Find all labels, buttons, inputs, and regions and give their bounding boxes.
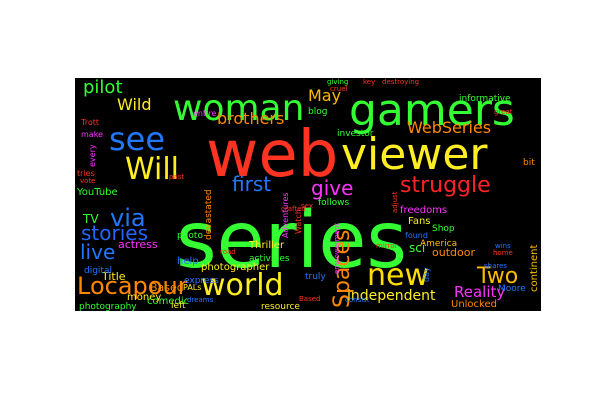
word-adjust: adjust xyxy=(391,191,399,213)
word-two: Two xyxy=(476,264,518,289)
word-make: make xyxy=(81,130,103,139)
word-express: express xyxy=(184,276,219,286)
word-cloud: series web gamers viewer woman see Will … xyxy=(75,78,541,311)
word-photographer: photographer xyxy=(201,262,270,273)
word-photography: photography xyxy=(79,302,137,311)
word-truly: truly xyxy=(305,272,326,282)
word-entire: entire xyxy=(193,109,216,118)
word-giving: giving xyxy=(327,78,348,86)
word-world: world xyxy=(201,268,284,303)
word-freedoms: freedoms xyxy=(400,205,447,216)
word-youtube: YouTube xyxy=(76,187,118,198)
word-actress: actress xyxy=(118,238,158,251)
word-outdoor: outdoor xyxy=(432,246,475,259)
word-america: America xyxy=(420,239,457,249)
word-vote: vote xyxy=(80,177,95,185)
word-title: Title xyxy=(101,270,126,283)
word-see: see xyxy=(109,120,165,158)
word-key: key xyxy=(363,78,375,86)
word-moore: Moore xyxy=(498,284,526,294)
word-web: web xyxy=(206,118,338,192)
word-stories: stories xyxy=(81,221,148,245)
word-blog: blog xyxy=(308,107,327,117)
word-day: day xyxy=(422,267,431,282)
word-fans: Fans xyxy=(408,216,431,227)
word-new: new xyxy=(367,258,429,293)
word-crafted: crafted xyxy=(281,205,306,213)
word-home: home xyxy=(493,249,513,257)
word-will: Will xyxy=(125,152,179,187)
word-pilot: pilot xyxy=(83,78,123,98)
word-sci: sci xyxy=(409,241,425,255)
word-follows: follows xyxy=(318,198,350,208)
word-locapour: Locapour xyxy=(77,272,188,300)
word-may: May xyxy=(308,86,341,105)
word-cruel: cruel xyxy=(330,85,347,93)
word-great: great xyxy=(494,108,513,116)
word-bit: bit xyxy=(523,158,535,168)
word-first: first xyxy=(232,172,271,196)
word-wild: Wild xyxy=(117,95,152,114)
word-tv: TV xyxy=(82,212,99,226)
word-devastated: devastated xyxy=(204,189,214,240)
word-series: series xyxy=(176,196,407,286)
word-viewer: viewer xyxy=(341,129,488,180)
word-shop: Shop xyxy=(432,224,455,234)
word-digital: digital xyxy=(84,266,112,276)
word-every: every xyxy=(88,144,97,167)
word-activities: activities xyxy=(249,254,290,264)
word-help: help xyxy=(177,256,199,267)
word-left: left xyxy=(171,301,186,311)
word-unlocked: Unlocked xyxy=(451,299,497,310)
word-woman: woman xyxy=(173,88,304,129)
word-reality: Reality xyxy=(454,283,505,301)
word-road: road xyxy=(220,248,236,256)
word-comedic: comedic xyxy=(147,296,189,307)
word-tries: tries xyxy=(77,169,95,178)
word-empowerment: empowerment xyxy=(333,223,341,274)
word-give: give xyxy=(311,176,353,200)
word-continent: continent xyxy=(529,245,540,292)
word-brothers: brothers xyxy=(217,109,284,128)
word-thriller: Thriller xyxy=(248,240,285,251)
word-gamers: gamers xyxy=(349,85,515,136)
word-trott: Trott xyxy=(80,118,99,127)
word-based: Based xyxy=(150,281,184,294)
word-live: live xyxy=(80,240,115,264)
word-dreams: dreams xyxy=(187,296,214,304)
word-webseries: WebSeries xyxy=(407,118,491,137)
word-spaces: Spaces xyxy=(330,229,355,308)
word-found: found xyxy=(405,231,428,240)
word-via: via xyxy=(110,204,146,232)
word-informative: informative xyxy=(459,94,511,104)
word-investor: investor xyxy=(337,129,374,139)
word-money: money xyxy=(127,292,161,303)
word-shares: shares xyxy=(484,262,507,270)
word-watch: Watch xyxy=(294,209,303,234)
word-pals: PALs xyxy=(183,283,201,292)
word-cloud-svg: series web gamers viewer woman see Will … xyxy=(76,78,540,311)
word-photo: photo xyxy=(177,231,203,241)
word-past: past xyxy=(169,173,184,181)
word-mirror: mirror xyxy=(376,242,398,250)
word-struggle: struggle xyxy=(400,173,491,198)
word-sex: sex xyxy=(301,202,313,210)
word-adventures: Adventures xyxy=(281,192,290,238)
word-independent: independent xyxy=(347,288,436,304)
word-wins: wins xyxy=(495,242,511,250)
word-destroying: destroying xyxy=(382,78,419,86)
word-consist: consist xyxy=(345,296,370,304)
word-based-small: Based xyxy=(299,295,321,303)
word-resource: resource xyxy=(261,302,300,311)
